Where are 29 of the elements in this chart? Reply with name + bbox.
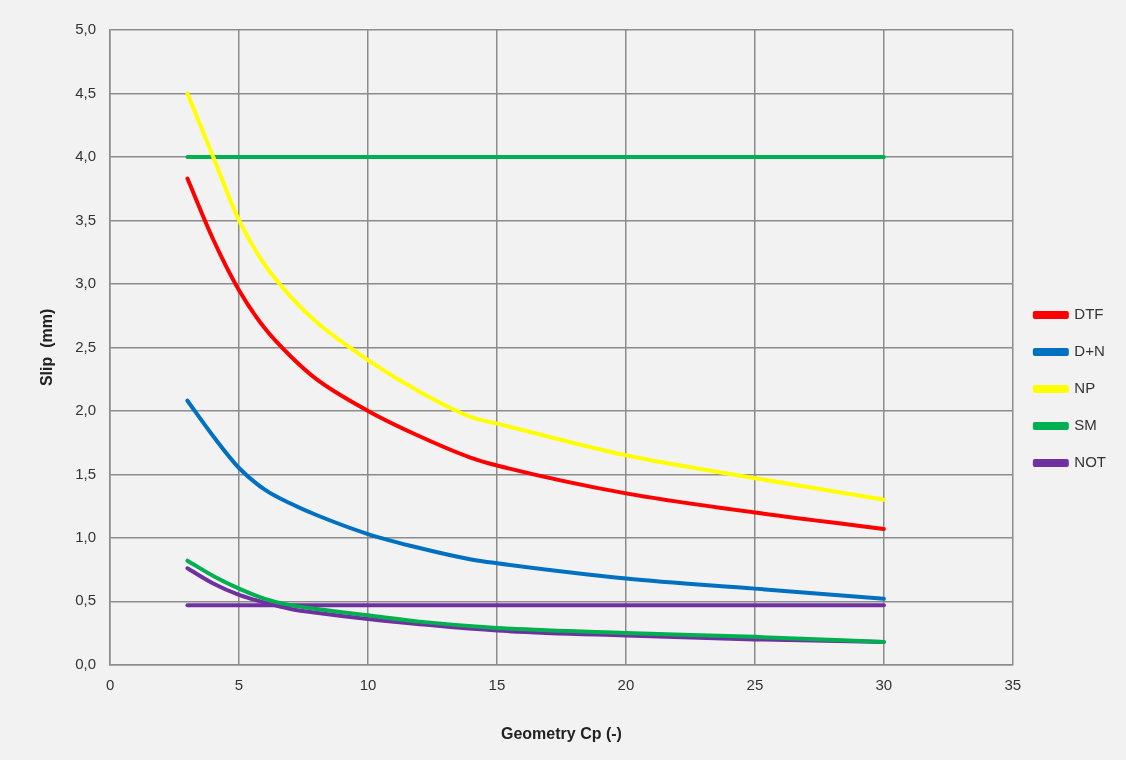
y-tick-label: 3,0: [75, 274, 97, 292]
y-tick-label: 1,0: [75, 527, 97, 545]
legend-label: NOT: [1074, 453, 1107, 471]
x-tick-label: 0: [105, 675, 115, 693]
y-tick-label: 0,0: [75, 654, 97, 672]
y-tick-label: 2,0: [75, 401, 97, 419]
x-tick-label: 25: [746, 675, 764, 693]
legend-label: DTF: [1074, 305, 1104, 323]
x-tick-label: 30: [875, 675, 893, 693]
legend-label: D+N: [1074, 342, 1105, 360]
line-series: [185, 176, 886, 531]
x-tick-label: 5: [234, 675, 244, 693]
x-axis-title: Geometry Cp (-): [500, 724, 622, 742]
y-tick-label: 0,5: [75, 591, 97, 609]
x-tick-label: 15: [488, 675, 506, 693]
y-tick-label: 5,0: [75, 20, 97, 38]
x-tick-label: 10: [359, 675, 377, 693]
y-tick-label: 4,5: [75, 83, 97, 101]
y-tick-label: 1,5: [75, 464, 97, 482]
line-series: [185, 91, 886, 502]
x-tick-label: 35: [1004, 675, 1022, 693]
y-axis-title: Slip (mm): [38, 308, 56, 387]
y-tick-label: 4,0: [75, 147, 97, 165]
y-tick-label: 3,5: [75, 210, 97, 228]
line-series: [185, 398, 886, 601]
x-tick-label: 20: [617, 675, 635, 693]
legend-label: SM: [1074, 416, 1097, 434]
y-tick-label: 2,5: [75, 337, 97, 355]
legend-label: NP: [1074, 379, 1096, 397]
